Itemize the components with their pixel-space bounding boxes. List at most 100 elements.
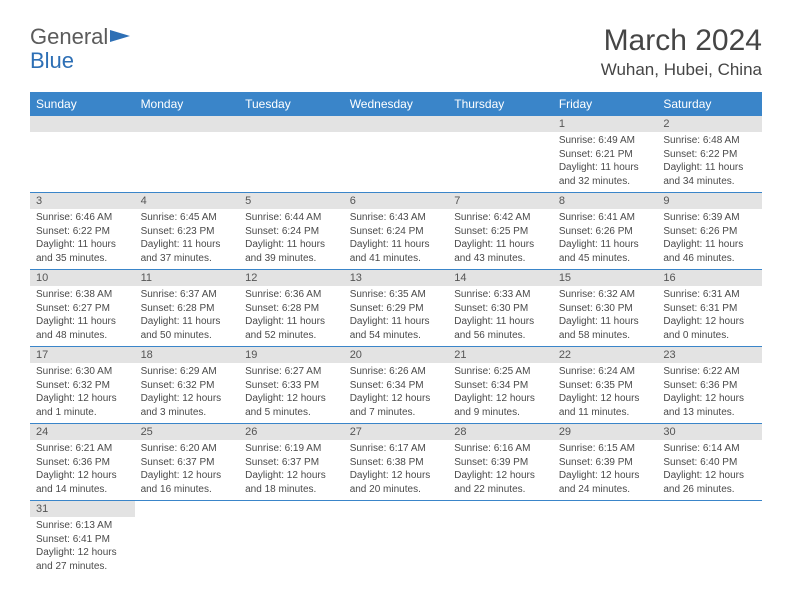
day-number: 1 [553, 116, 658, 132]
month-title: March 2024 [601, 24, 762, 58]
calendar-row: 17Sunrise: 6:30 AMSunset: 6:32 PMDayligh… [30, 347, 762, 424]
calendar-cell: 7Sunrise: 6:42 AMSunset: 6:25 PMDaylight… [448, 193, 553, 270]
sunrise-text: Sunrise: 6:22 AM [663, 365, 756, 379]
sunset-text: Sunset: 6:22 PM [663, 148, 756, 162]
sunset-text: Sunset: 6:38 PM [350, 456, 443, 470]
calendar-cell [448, 116, 553, 193]
daylight-text: Daylight: 11 hours and 58 minutes. [559, 315, 652, 342]
calendar-cell: 21Sunrise: 6:25 AMSunset: 6:34 PMDayligh… [448, 347, 553, 424]
calendar-cell: 17Sunrise: 6:30 AMSunset: 6:32 PMDayligh… [30, 347, 135, 424]
logo-text-2: Blue [30, 48, 74, 74]
daylight-text: Daylight: 12 hours and 27 minutes. [36, 546, 129, 573]
calendar-row: 10Sunrise: 6:38 AMSunset: 6:27 PMDayligh… [30, 270, 762, 347]
day-number: 23 [657, 347, 762, 363]
day-number: 2 [657, 116, 762, 132]
sunset-text: Sunset: 6:26 PM [559, 225, 652, 239]
day-number: 14 [448, 270, 553, 286]
daylight-text: Daylight: 11 hours and 37 minutes. [141, 238, 234, 265]
sunrise-text: Sunrise: 6:38 AM [36, 288, 129, 302]
sunset-text: Sunset: 6:37 PM [245, 456, 338, 470]
calendar-cell: 8Sunrise: 6:41 AMSunset: 6:26 PMDaylight… [553, 193, 658, 270]
day-number: 25 [135, 424, 240, 440]
day-number: 18 [135, 347, 240, 363]
sunrise-text: Sunrise: 6:14 AM [663, 442, 756, 456]
calendar-cell: 19Sunrise: 6:27 AMSunset: 6:33 PMDayligh… [239, 347, 344, 424]
logo: General [30, 24, 132, 50]
calendar-cell: 20Sunrise: 6:26 AMSunset: 6:34 PMDayligh… [344, 347, 449, 424]
sunrise-text: Sunrise: 6:15 AM [559, 442, 652, 456]
sunrise-text: Sunrise: 6:16 AM [454, 442, 547, 456]
calendar-row: 3Sunrise: 6:46 AMSunset: 6:22 PMDaylight… [30, 193, 762, 270]
sunset-text: Sunset: 6:23 PM [141, 225, 234, 239]
sunset-text: Sunset: 6:22 PM [36, 225, 129, 239]
calendar-cell: 2Sunrise: 6:48 AMSunset: 6:22 PMDaylight… [657, 116, 762, 193]
calendar-cell [135, 116, 240, 193]
calendar-row: 31Sunrise: 6:13 AMSunset: 6:41 PMDayligh… [30, 501, 762, 578]
sunset-text: Sunset: 6:26 PM [663, 225, 756, 239]
sunset-text: Sunset: 6:21 PM [559, 148, 652, 162]
calendar-cell: 25Sunrise: 6:20 AMSunset: 6:37 PMDayligh… [135, 424, 240, 501]
day-header: Wednesday [344, 92, 449, 116]
calendar-cell: 28Sunrise: 6:16 AMSunset: 6:39 PMDayligh… [448, 424, 553, 501]
sunset-text: Sunset: 6:39 PM [559, 456, 652, 470]
calendar-cell [239, 116, 344, 193]
daylight-text: Daylight: 12 hours and 16 minutes. [141, 469, 234, 496]
sunrise-text: Sunrise: 6:31 AM [663, 288, 756, 302]
sunrise-text: Sunrise: 6:41 AM [559, 211, 652, 225]
sunset-text: Sunset: 6:36 PM [36, 456, 129, 470]
sunset-text: Sunset: 6:40 PM [663, 456, 756, 470]
calendar-cell: 16Sunrise: 6:31 AMSunset: 6:31 PMDayligh… [657, 270, 762, 347]
sunrise-text: Sunrise: 6:43 AM [350, 211, 443, 225]
day-header: Sunday [30, 92, 135, 116]
calendar-cell: 29Sunrise: 6:15 AMSunset: 6:39 PMDayligh… [553, 424, 658, 501]
daylight-text: Daylight: 11 hours and 46 minutes. [663, 238, 756, 265]
daylight-text: Daylight: 12 hours and 18 minutes. [245, 469, 338, 496]
calendar-cell: 30Sunrise: 6:14 AMSunset: 6:40 PMDayligh… [657, 424, 762, 501]
daylight-text: Daylight: 12 hours and 13 minutes. [663, 392, 756, 419]
sunset-text: Sunset: 6:25 PM [454, 225, 547, 239]
day-number: 8 [553, 193, 658, 209]
header: General March 2024 Wuhan, Hubei, China [30, 24, 762, 80]
calendar-row: 24Sunrise: 6:21 AMSunset: 6:36 PMDayligh… [30, 424, 762, 501]
sunrise-text: Sunrise: 6:20 AM [141, 442, 234, 456]
calendar-cell: 1Sunrise: 6:49 AMSunset: 6:21 PMDaylight… [553, 116, 658, 193]
sunset-text: Sunset: 6:28 PM [141, 302, 234, 316]
sunset-text: Sunset: 6:36 PM [663, 379, 756, 393]
calendar-cell: 27Sunrise: 6:17 AMSunset: 6:38 PMDayligh… [344, 424, 449, 501]
day-header: Thursday [448, 92, 553, 116]
sunrise-text: Sunrise: 6:33 AM [454, 288, 547, 302]
sunset-text: Sunset: 6:33 PM [245, 379, 338, 393]
sunset-text: Sunset: 6:32 PM [141, 379, 234, 393]
calendar-cell: 13Sunrise: 6:35 AMSunset: 6:29 PMDayligh… [344, 270, 449, 347]
calendar-cell: 4Sunrise: 6:45 AMSunset: 6:23 PMDaylight… [135, 193, 240, 270]
daylight-text: Daylight: 11 hours and 41 minutes. [350, 238, 443, 265]
daylight-text: Daylight: 11 hours and 43 minutes. [454, 238, 547, 265]
sunset-text: Sunset: 6:39 PM [454, 456, 547, 470]
daylight-text: Daylight: 11 hours and 35 minutes. [36, 238, 129, 265]
day-header: Monday [135, 92, 240, 116]
day-number: 29 [553, 424, 658, 440]
daylight-text: Daylight: 11 hours and 48 minutes. [36, 315, 129, 342]
calendar-cell [135, 501, 240, 578]
sunset-text: Sunset: 6:28 PM [245, 302, 338, 316]
day-number: 13 [344, 270, 449, 286]
calendar-cell: 10Sunrise: 6:38 AMSunset: 6:27 PMDayligh… [30, 270, 135, 347]
daylight-text: Daylight: 12 hours and 9 minutes. [454, 392, 547, 419]
sunrise-text: Sunrise: 6:17 AM [350, 442, 443, 456]
daylight-text: Daylight: 12 hours and 1 minute. [36, 392, 129, 419]
sunrise-text: Sunrise: 6:30 AM [36, 365, 129, 379]
sunrise-text: Sunrise: 6:26 AM [350, 365, 443, 379]
calendar-cell: 6Sunrise: 6:43 AMSunset: 6:24 PMDaylight… [344, 193, 449, 270]
sunrise-text: Sunrise: 6:49 AM [559, 134, 652, 148]
day-number: 4 [135, 193, 240, 209]
calendar-cell: 11Sunrise: 6:37 AMSunset: 6:28 PMDayligh… [135, 270, 240, 347]
day-number: 22 [553, 347, 658, 363]
calendar-cell: 14Sunrise: 6:33 AMSunset: 6:30 PMDayligh… [448, 270, 553, 347]
calendar-row: 1Sunrise: 6:49 AMSunset: 6:21 PMDaylight… [30, 116, 762, 193]
day-header-row: Sunday Monday Tuesday Wednesday Thursday… [30, 92, 762, 116]
sunset-text: Sunset: 6:24 PM [350, 225, 443, 239]
logo-text-1: General [30, 24, 108, 50]
calendar-cell: 18Sunrise: 6:29 AMSunset: 6:32 PMDayligh… [135, 347, 240, 424]
day-number: 7 [448, 193, 553, 209]
day-number: 31 [30, 501, 135, 517]
